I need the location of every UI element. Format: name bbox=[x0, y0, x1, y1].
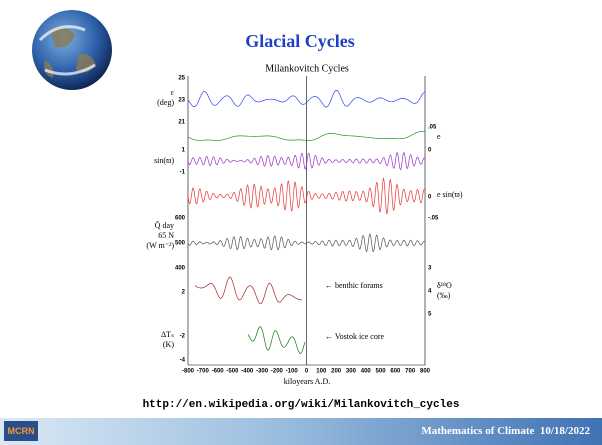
earth-globe bbox=[32, 10, 112, 90]
x-tick-label: -100 bbox=[286, 369, 299, 375]
panel-label: e bbox=[437, 132, 441, 141]
x-tick-label: -600 bbox=[212, 369, 225, 375]
panel-label: (W m⁻²) bbox=[146, 241, 174, 250]
earth-clouds bbox=[38, 25, 96, 76]
y-tick-label: 25 bbox=[178, 76, 185, 82]
y-tick-label: 400 bbox=[175, 266, 186, 272]
y-tick-label: 0 bbox=[428, 195, 432, 201]
slide-canvas: Glacial Cycles Milankovitch Cycles -800-… bbox=[32, 10, 463, 386]
x-tick-label: -800 bbox=[182, 369, 195, 375]
x-tick-label: -300 bbox=[256, 369, 269, 375]
logo: MCRN bbox=[4, 421, 38, 441]
y-tick-label: 1 bbox=[182, 148, 186, 154]
x-tick-label: -700 bbox=[197, 369, 210, 375]
curve bbox=[187, 233, 426, 253]
y-tick-label: -2 bbox=[180, 334, 186, 340]
x-tick-label: 500 bbox=[376, 369, 387, 375]
x-tick-label: 400 bbox=[361, 369, 372, 375]
y-tick-label: 3 bbox=[428, 266, 432, 272]
x-tick-label: 800 bbox=[420, 369, 431, 375]
x-tick-label: 600 bbox=[390, 369, 401, 375]
x-tick-label: 0 bbox=[305, 369, 309, 375]
panel-label: δ¹⁸O bbox=[437, 281, 452, 290]
y-tick-label: 23 bbox=[178, 98, 185, 104]
x-tick-label: 200 bbox=[331, 369, 342, 375]
curve bbox=[247, 326, 306, 354]
panel-label: 65 N bbox=[158, 231, 174, 240]
x-tick-label: 100 bbox=[316, 369, 327, 375]
panel-label: ε bbox=[171, 88, 175, 97]
footer: MCRN Mathematics of Climate 10/18/2022 bbox=[0, 418, 602, 445]
y-tick-label: 21 bbox=[178, 120, 185, 126]
curve bbox=[187, 130, 425, 141]
annotation: ← Vostok ice core bbox=[325, 332, 384, 341]
y-tick-label: 2 bbox=[182, 290, 186, 296]
x-tick-label: -200 bbox=[271, 369, 284, 375]
y-tick-label: .05 bbox=[428, 125, 437, 131]
earth-land bbox=[44, 26, 96, 78]
y-tick-label: 4 bbox=[428, 289, 432, 295]
curve bbox=[187, 89, 426, 108]
y-tick-label: -.05 bbox=[428, 216, 439, 222]
panel-label: sin(ϖ) bbox=[154, 156, 174, 165]
figure: -800 -700 -600 -500 -400 -300 -200 -100 0 100 200 3… bbox=[146, 76, 462, 386]
x-tick-label: -400 bbox=[241, 369, 254, 375]
panel-label: Q̄ day bbox=[155, 221, 174, 230]
panel-label: e sin(ϖ) bbox=[437, 190, 463, 199]
y-tick-label: 5 bbox=[428, 312, 432, 318]
y-tick-label: 600 bbox=[175, 216, 186, 222]
curve bbox=[187, 151, 426, 171]
panel-label: (deg) bbox=[157, 98, 174, 107]
x-tick-label: 700 bbox=[405, 369, 416, 375]
x-axis-label: kiloyears A.D. bbox=[284, 377, 330, 386]
curve bbox=[187, 177, 426, 215]
footer-text: Mathematics of Climate 10/18/2022 bbox=[421, 425, 590, 437]
panel-label: ΔTₛ bbox=[161, 330, 174, 339]
y-tick-label: 0 bbox=[428, 148, 432, 154]
figure-title: Milankovitch Cycles bbox=[265, 63, 349, 74]
panel-label: (K) bbox=[163, 340, 174, 349]
x-tick-label: 300 bbox=[346, 369, 357, 375]
panel-label: (‰) bbox=[437, 291, 451, 300]
y-tick-label: -4 bbox=[180, 358, 186, 364]
x-tick-label: -500 bbox=[226, 369, 239, 375]
y-tick-label: -1 bbox=[180, 170, 186, 176]
annotation: ← benthic forams bbox=[325, 281, 383, 290]
slide-title: Glacial Cycles bbox=[245, 31, 354, 51]
curve bbox=[194, 276, 302, 305]
y-tick-label: 500 bbox=[175, 241, 186, 247]
url[interactable]: http://en.wikipedia.org/wiki/Milankovitc… bbox=[142, 399, 460, 411]
